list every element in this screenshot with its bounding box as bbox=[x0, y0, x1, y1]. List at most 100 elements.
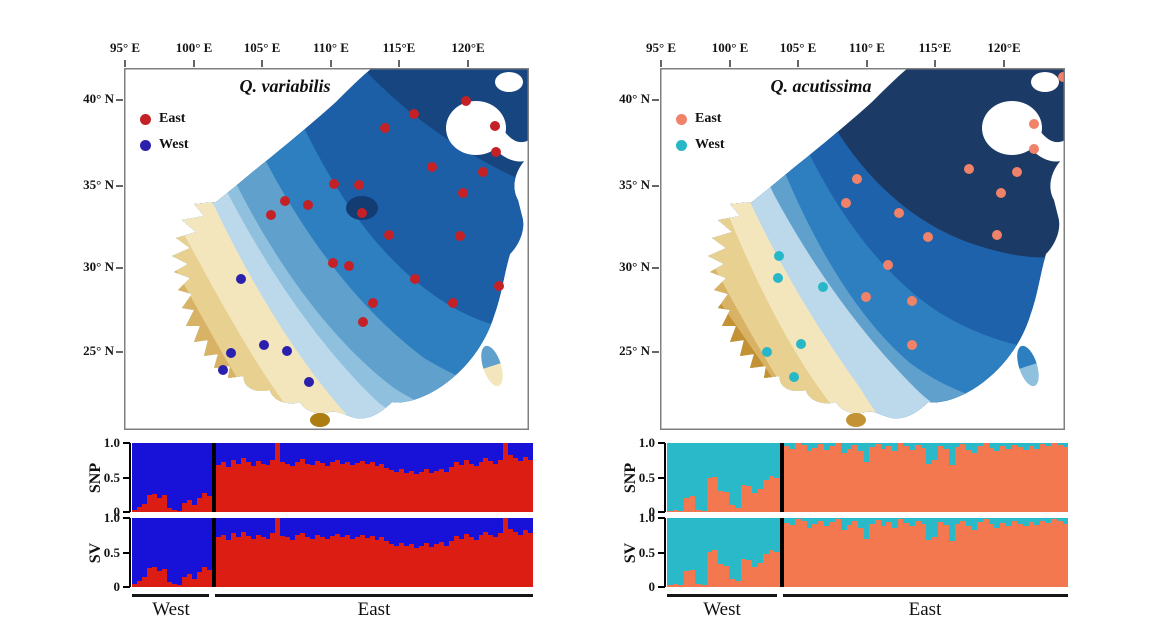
east-sample-point bbox=[280, 196, 290, 206]
individual-bar bbox=[1051, 518, 1057, 587]
individual-bar bbox=[424, 518, 429, 587]
east-sample-point bbox=[328, 258, 338, 268]
individual-bar bbox=[857, 518, 864, 587]
individual-bar bbox=[172, 518, 177, 587]
individual-bar bbox=[857, 443, 864, 512]
legend-item-west: West bbox=[676, 132, 725, 158]
individual-bar bbox=[409, 443, 415, 512]
individual-bar bbox=[192, 443, 197, 512]
individual-bar bbox=[683, 518, 690, 587]
individual-bar bbox=[379, 518, 385, 587]
y-axis-line bbox=[129, 518, 131, 587]
individual-bar bbox=[734, 518, 741, 587]
x-tick-label: 95° E bbox=[645, 40, 677, 55]
east-sample-point bbox=[1029, 119, 1039, 129]
individual-bar bbox=[875, 518, 881, 587]
individual-bar bbox=[712, 518, 718, 587]
individual-bar bbox=[812, 443, 819, 512]
individual-bar bbox=[806, 518, 813, 587]
individual-bar bbox=[784, 518, 790, 587]
individual-bar bbox=[667, 443, 673, 512]
individual-bar bbox=[147, 518, 152, 587]
individual-bar bbox=[508, 443, 514, 512]
y-axis-line bbox=[129, 443, 131, 512]
individual-bar bbox=[892, 443, 898, 512]
individual-bar bbox=[220, 443, 226, 512]
individual-bar bbox=[1028, 518, 1035, 587]
x-tick-label: 100° E bbox=[711, 40, 749, 55]
individual-bar bbox=[503, 518, 509, 587]
individual-bar bbox=[349, 518, 355, 587]
x-tick-label: 100° E bbox=[175, 40, 213, 55]
group-divider bbox=[212, 443, 216, 512]
individual-bar bbox=[931, 518, 938, 587]
y-tick-label: 40° N bbox=[83, 91, 114, 106]
west-sample-point bbox=[818, 282, 828, 292]
individual-bar bbox=[364, 443, 370, 512]
east-group-label: East bbox=[908, 599, 942, 620]
individual-bar bbox=[290, 443, 296, 512]
map-variabilis bbox=[124, 68, 529, 430]
west-sample-point bbox=[226, 348, 236, 358]
x-tick-label: 120°E bbox=[451, 40, 485, 55]
individual-bar bbox=[458, 443, 464, 512]
bar-y-tick-mark bbox=[658, 551, 665, 554]
individual-bar bbox=[513, 443, 519, 512]
individual-bar bbox=[712, 443, 718, 512]
bohai-sea bbox=[982, 101, 1042, 155]
west-group-line bbox=[132, 594, 209, 597]
individual-bar bbox=[354, 443, 360, 512]
sample-points-layer bbox=[762, 72, 1065, 382]
snp-east-bars bbox=[784, 443, 1069, 512]
east-sample-point bbox=[357, 208, 367, 218]
taiwan-island bbox=[1017, 345, 1039, 387]
sea-inlet bbox=[495, 72, 523, 92]
individual-bar bbox=[483, 443, 489, 512]
individual-bar bbox=[334, 518, 340, 587]
y-tick-mark bbox=[652, 267, 659, 269]
individual-bar bbox=[280, 518, 286, 587]
y-tick-mark bbox=[652, 99, 659, 101]
individual-bar bbox=[909, 518, 915, 587]
east-sample-point bbox=[368, 298, 378, 308]
individual-bar bbox=[774, 518, 781, 587]
admixture-plot-sv bbox=[132, 518, 533, 587]
hainan-island bbox=[310, 413, 330, 427]
individual-bar bbox=[948, 518, 955, 587]
east-sample-point bbox=[266, 210, 276, 220]
east-sample-point bbox=[478, 167, 488, 177]
individual-bar bbox=[948, 443, 955, 512]
snp-west-bars bbox=[132, 443, 212, 512]
individual-bar bbox=[295, 443, 301, 512]
individual-bar bbox=[220, 518, 226, 587]
individual-bar bbox=[1017, 443, 1023, 512]
individual-bar bbox=[763, 443, 769, 512]
individual-bar bbox=[988, 443, 995, 512]
bar-y-tick-mark bbox=[123, 442, 130, 444]
individual-bar bbox=[359, 443, 365, 512]
contour-band bbox=[708, 208, 850, 419]
individual-bar bbox=[774, 443, 781, 512]
individual-bar bbox=[414, 518, 420, 587]
x-tick-mark bbox=[398, 60, 400, 67]
x-tick-label: 120°E bbox=[987, 40, 1021, 55]
individual-bar bbox=[983, 518, 989, 587]
individual-bar bbox=[869, 443, 875, 512]
individual-bar bbox=[1051, 443, 1057, 512]
individual-bar bbox=[886, 518, 893, 587]
individual-bar bbox=[695, 443, 701, 512]
individual-bar bbox=[443, 518, 449, 587]
admixture-plot-sv bbox=[667, 518, 1069, 587]
individual-bar bbox=[137, 443, 142, 512]
individual-bar bbox=[389, 518, 395, 587]
individual-bar bbox=[863, 518, 870, 587]
individual-bar bbox=[295, 518, 301, 587]
individual-bar bbox=[700, 443, 707, 512]
individual-bar bbox=[177, 518, 182, 587]
individual-bar bbox=[723, 518, 730, 587]
legend-label-east: East bbox=[159, 111, 186, 126]
west-sample-point bbox=[259, 340, 269, 350]
west-sample-point bbox=[774, 251, 784, 261]
east-sample-point bbox=[883, 260, 893, 270]
individual-bar bbox=[723, 443, 730, 512]
